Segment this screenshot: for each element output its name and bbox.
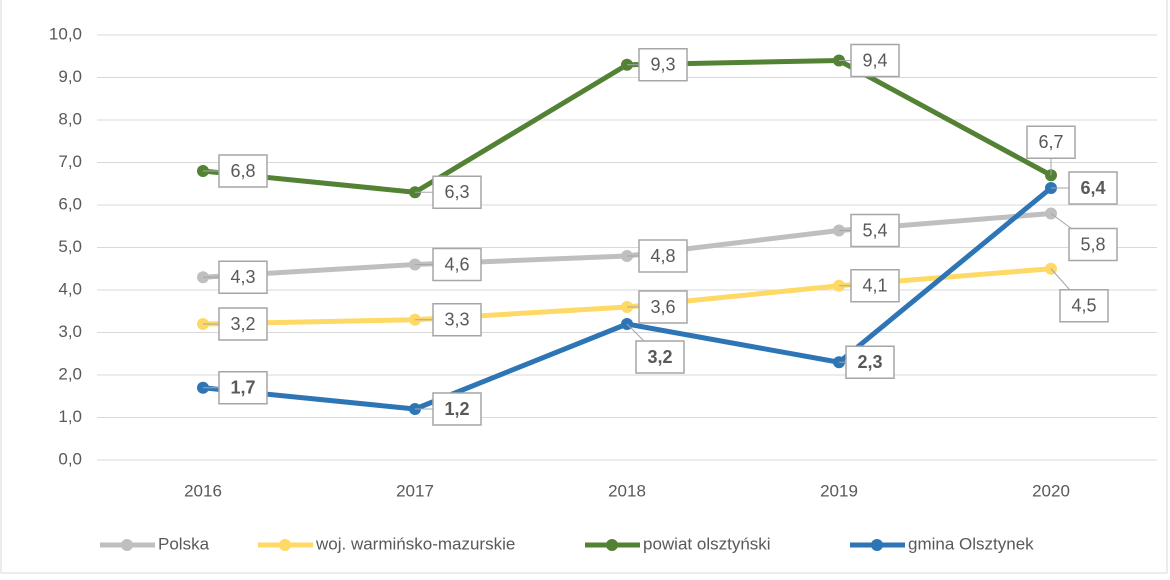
y-tick-label: 2,0 (58, 364, 82, 383)
label-box (432, 175, 482, 209)
label-box (432, 392, 482, 426)
x-tick-label: 2019 (820, 481, 858, 500)
legend-label: powiat olsztyński (643, 534, 771, 553)
label-box (638, 239, 688, 273)
label-box (850, 269, 900, 303)
label-box (218, 371, 268, 405)
label-box (1059, 289, 1109, 323)
label-box (432, 247, 482, 282)
data-label: 9,4 (862, 50, 887, 70)
x-tick-label: 2020 (1032, 481, 1070, 500)
data-label: 6,8 (230, 161, 255, 181)
label-box (850, 43, 900, 78)
label-box (218, 260, 268, 294)
y-tick-label: 3,0 (58, 322, 82, 341)
data-label: 3,3 (444, 310, 469, 330)
legend-marker (121, 539, 133, 551)
data-label: 4,3 (230, 267, 255, 287)
data-label: 3,2 (230, 314, 255, 334)
y-tick-label: 8,0 (58, 109, 82, 128)
label-box (1026, 125, 1076, 159)
legend-marker (606, 539, 618, 551)
y-tick-label: 7,0 (58, 152, 82, 171)
legend-label: woj. warmińsko-mazurskie (315, 534, 515, 553)
data-label: 3,2 (647, 347, 672, 367)
y-tick-label: 6,0 (58, 194, 82, 213)
data-label: 2,3 (857, 352, 882, 372)
legend-marker (871, 539, 883, 551)
label-box (845, 345, 895, 379)
data-label: 6,7 (1038, 132, 1063, 152)
y-tick-label: 0,0 (58, 449, 82, 468)
x-tick-label: 2016 (184, 481, 222, 500)
label-box (432, 303, 482, 337)
y-tick-label: 10,0 (49, 24, 82, 43)
y-tick-label: 4,0 (58, 279, 82, 298)
label-box (850, 213, 900, 248)
label-box (638, 290, 688, 324)
data-label: 6,4 (1080, 178, 1105, 198)
legend-marker (279, 539, 291, 551)
data-label: 1,7 (230, 378, 255, 398)
label-box (218, 154, 268, 188)
label-box (635, 340, 685, 374)
y-tick-label: 9,0 (58, 67, 82, 86)
legend-label: gmina Olsztynek (908, 534, 1034, 553)
x-tick-label: 2018 (608, 481, 646, 500)
label-box (638, 48, 688, 82)
data-label: 1,2 (444, 399, 469, 419)
data-label: 4,1 (862, 276, 887, 296)
label-box (1068, 171, 1118, 205)
label-box (1068, 227, 1118, 262)
data-label: 9,3 (650, 55, 675, 75)
data-label: 5,8 (1080, 234, 1105, 254)
legend-label: Polska (158, 534, 210, 553)
label-box (218, 307, 268, 341)
y-tick-label: 1,0 (58, 407, 82, 426)
data-label: 6,3 (444, 182, 469, 202)
data-label: 4,8 (650, 246, 675, 266)
y-tick-label: 5,0 (58, 237, 82, 256)
data-label: 4,5 (1071, 296, 1096, 316)
data-label: 4,6 (444, 254, 469, 274)
data-label: 5,4 (862, 220, 887, 240)
data-label: 3,6 (650, 297, 675, 317)
x-tick-label: 2017 (396, 481, 434, 500)
